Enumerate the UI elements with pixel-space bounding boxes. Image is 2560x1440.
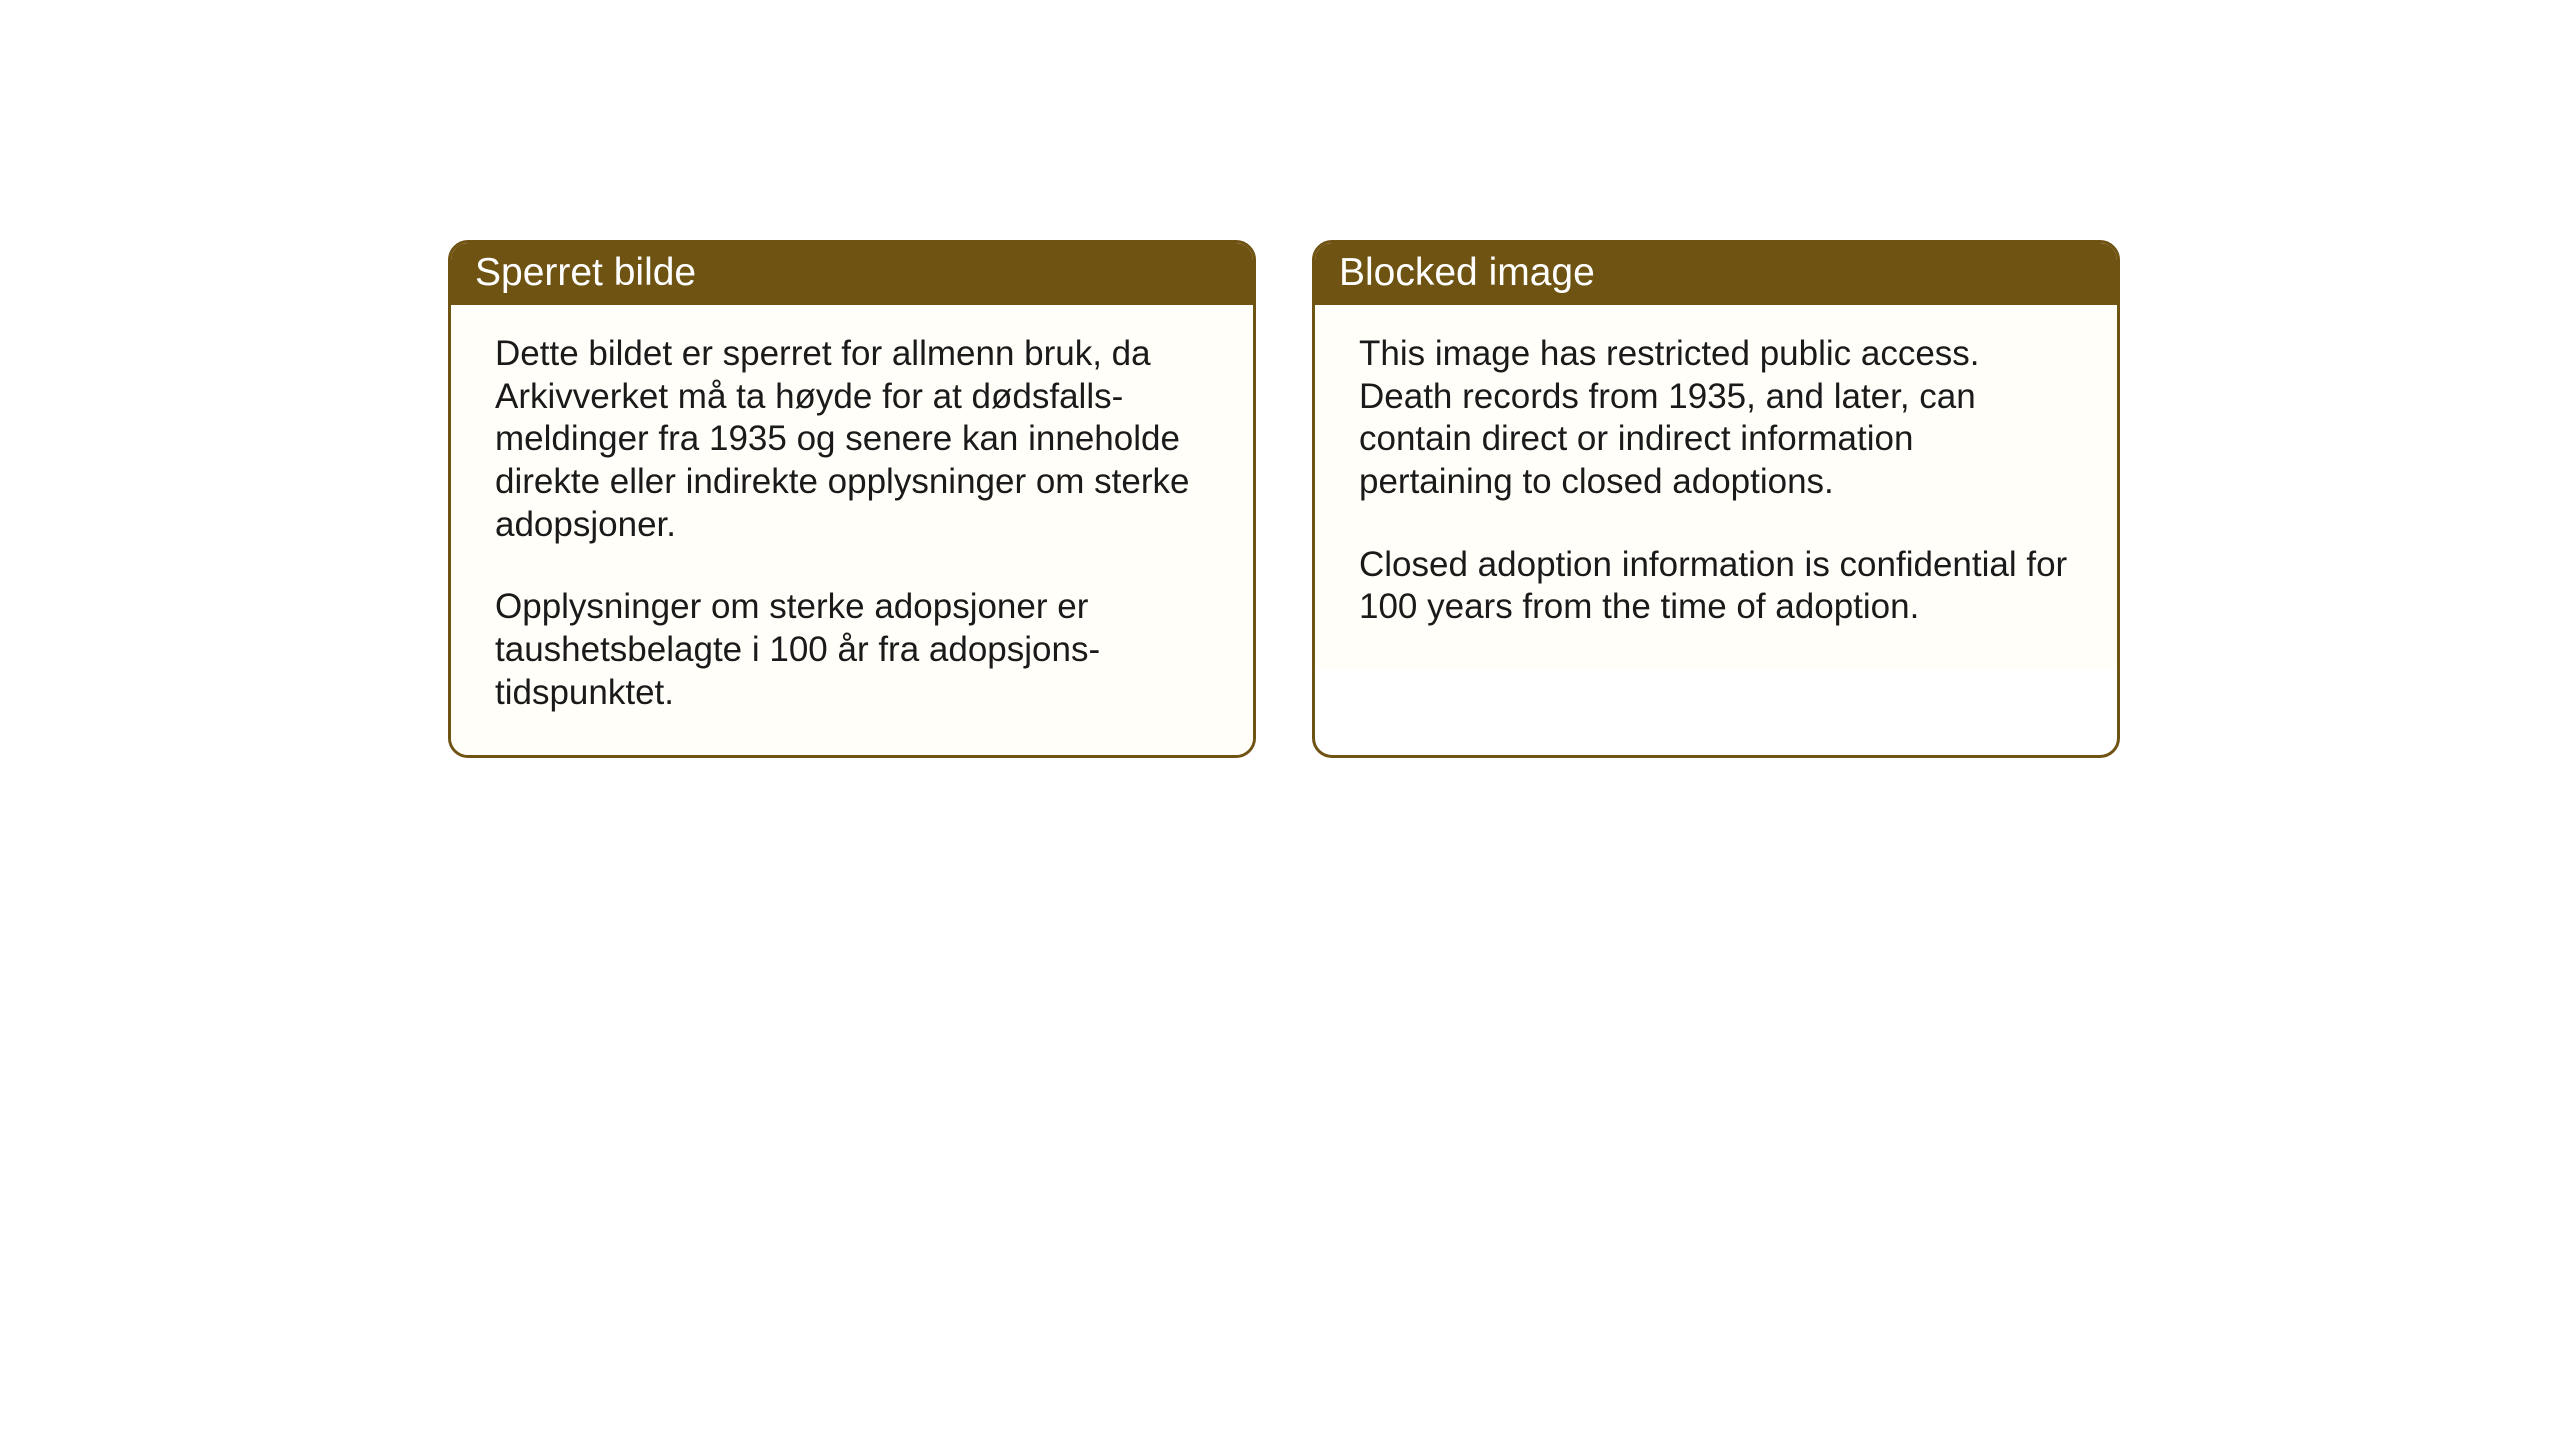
info-card-english: Blocked image This image has restricted …	[1312, 240, 2120, 758]
card-body-norwegian: Dette bildet er sperret for allmenn bruk…	[451, 305, 1253, 755]
card-paragraph: This image has restricted public access.…	[1359, 333, 2073, 504]
card-title-norwegian: Sperret bilde	[451, 243, 1253, 305]
card-paragraph: Dette bildet er sperret for allmenn bruk…	[495, 333, 1209, 546]
info-card-norwegian: Sperret bilde Dette bildet er sperret fo…	[448, 240, 1256, 758]
card-paragraph: Closed adoption information is confident…	[1359, 544, 2073, 629]
card-body-english: This image has restricted public access.…	[1315, 305, 2117, 669]
info-cards-container: Sperret bilde Dette bildet er sperret fo…	[448, 240, 2120, 758]
card-title-english: Blocked image	[1315, 243, 2117, 305]
card-paragraph: Opplysninger om sterke adopsjoner er tau…	[495, 586, 1209, 714]
